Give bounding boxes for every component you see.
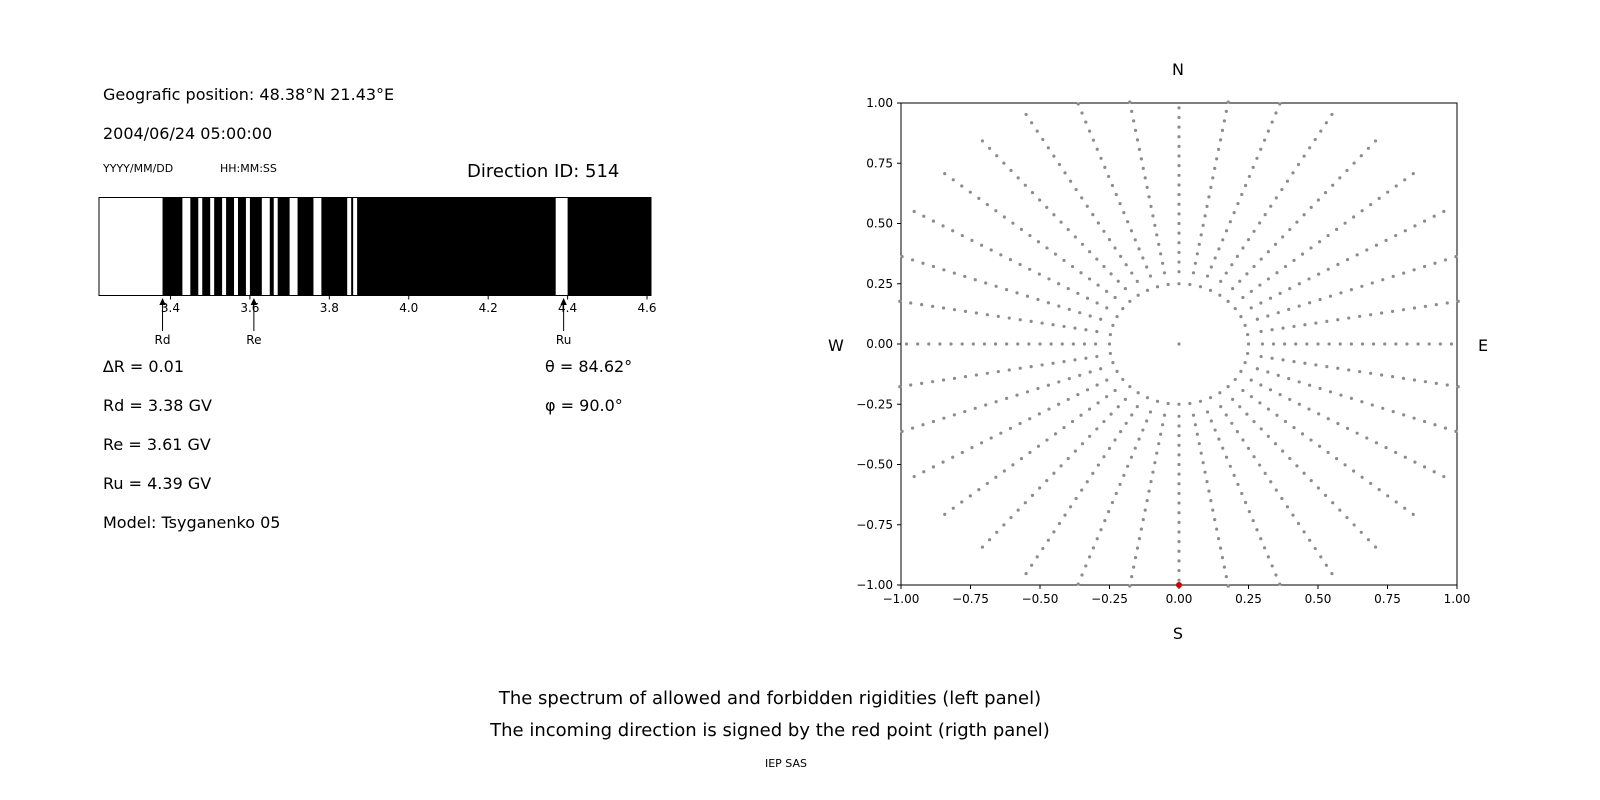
svg-text:1.00: 1.00 <box>866 96 893 110</box>
compass-west-label: W <box>828 336 844 355</box>
svg-text:0.25: 0.25 <box>1235 592 1262 606</box>
svg-text:0.50: 0.50 <box>1305 592 1332 606</box>
svg-text:3.6: 3.6 <box>240 301 259 315</box>
caption-line-2: The incoming direction is signed by the … <box>490 720 1050 741</box>
re-value: Re = 3.61 GV <box>103 435 211 454</box>
svg-text:Re: Re <box>246 333 261 347</box>
spectrum-x-axis-ticks: 3.4 3.6 3.8 4.0 4.2 4.4 4.6 <box>161 295 657 315</box>
time-format-hint: HH:MM:SS <box>220 162 277 175</box>
svg-text:−1.00: −1.00 <box>883 592 920 606</box>
datetime-text: 2004/06/24 05:00:00 <box>103 124 273 143</box>
ru-value: Ru = 4.39 GV <box>103 474 212 493</box>
spectrum-frame <box>98 197 652 296</box>
svg-text:−0.25: −0.25 <box>1091 592 1128 606</box>
svg-text:Rd: Rd <box>155 333 171 347</box>
svg-text:−0.50: −0.50 <box>856 458 893 472</box>
svg-text:−0.75: −0.75 <box>856 518 893 532</box>
svg-text:−0.75: −0.75 <box>952 592 989 606</box>
cutoff-markers: Rd Re Ru <box>155 298 571 347</box>
compass-east-label: E <box>1478 336 1489 355</box>
rd-value: Rd = 3.38 GV <box>103 396 212 415</box>
credit-text: IEP SAS <box>764 757 808 770</box>
svg-text:Ru: Ru <box>556 333 571 347</box>
svg-text:0.25: 0.25 <box>866 277 893 291</box>
rigidity-spectrum-plot: 3.4 3.6 3.8 4.0 4.2 4.4 4.6 Rd Re Ru <box>98 197 657 347</box>
svg-text:−1.00: −1.00 <box>856 578 893 592</box>
compass-south-label: S <box>1172 624 1184 643</box>
svg-text:0.50: 0.50 <box>866 217 893 231</box>
compass-north-label: N <box>1172 60 1184 79</box>
svg-text:0.75: 0.75 <box>1374 592 1401 606</box>
direction-x-axis-ticks: −1.00 −0.75 −0.50 −0.25 0.00 0.25 0.50 0.75 1.00 <box>883 585 1471 606</box>
model-text: Model: Tsyganenko 05 <box>103 513 281 532</box>
svg-text:4.4: 4.4 <box>558 301 577 315</box>
svg-text:0.00: 0.00 <box>866 337 893 351</box>
delta-r-value: ∆R = 0.01 <box>103 357 185 376</box>
svg-text:0.00: 0.00 <box>1166 592 1193 606</box>
svg-text:4.0: 4.0 <box>399 301 418 315</box>
svg-text:−0.25: −0.25 <box>856 397 893 411</box>
incoming-direction-red-point <box>1176 582 1182 588</box>
incoming-direction-plot: −1.00 −0.75 −0.50 −0.25 0.00 0.25 0.50 0.75 1.00… <box>856 96 1471 606</box>
svg-text:3.4: 3.4 <box>161 301 180 315</box>
direction-id-text: Direction ID: 514 <box>467 161 620 182</box>
spectrum-bands <box>99 197 651 296</box>
svg-text:4.6: 4.6 <box>637 301 656 315</box>
phi-value: φ = 90.0° <box>545 396 623 415</box>
svg-text:3.8: 3.8 <box>320 301 339 315</box>
date-format-hint: YYYY/MM/DD <box>103 162 174 175</box>
svg-text:0.75: 0.75 <box>866 156 893 170</box>
geographic-position-text: Geografic position: 48.38°N 21.43°E <box>103 85 395 104</box>
caption-line-1: The spectrum of allowed and forbidden ri… <box>498 688 1042 709</box>
svg-text:−0.50: −0.50 <box>1022 592 1059 606</box>
asymptotic-direction-dots <box>898 100 1460 588</box>
svg-text:1.00: 1.00 <box>1444 592 1471 606</box>
direction-y-axis-ticks: −1.00 −0.75 −0.50 −0.25 0.00 0.25 0.50 0.75 1.00 <box>856 96 901 592</box>
theta-value: θ = 84.62° <box>545 357 633 376</box>
svg-text:4.2: 4.2 <box>479 301 498 315</box>
